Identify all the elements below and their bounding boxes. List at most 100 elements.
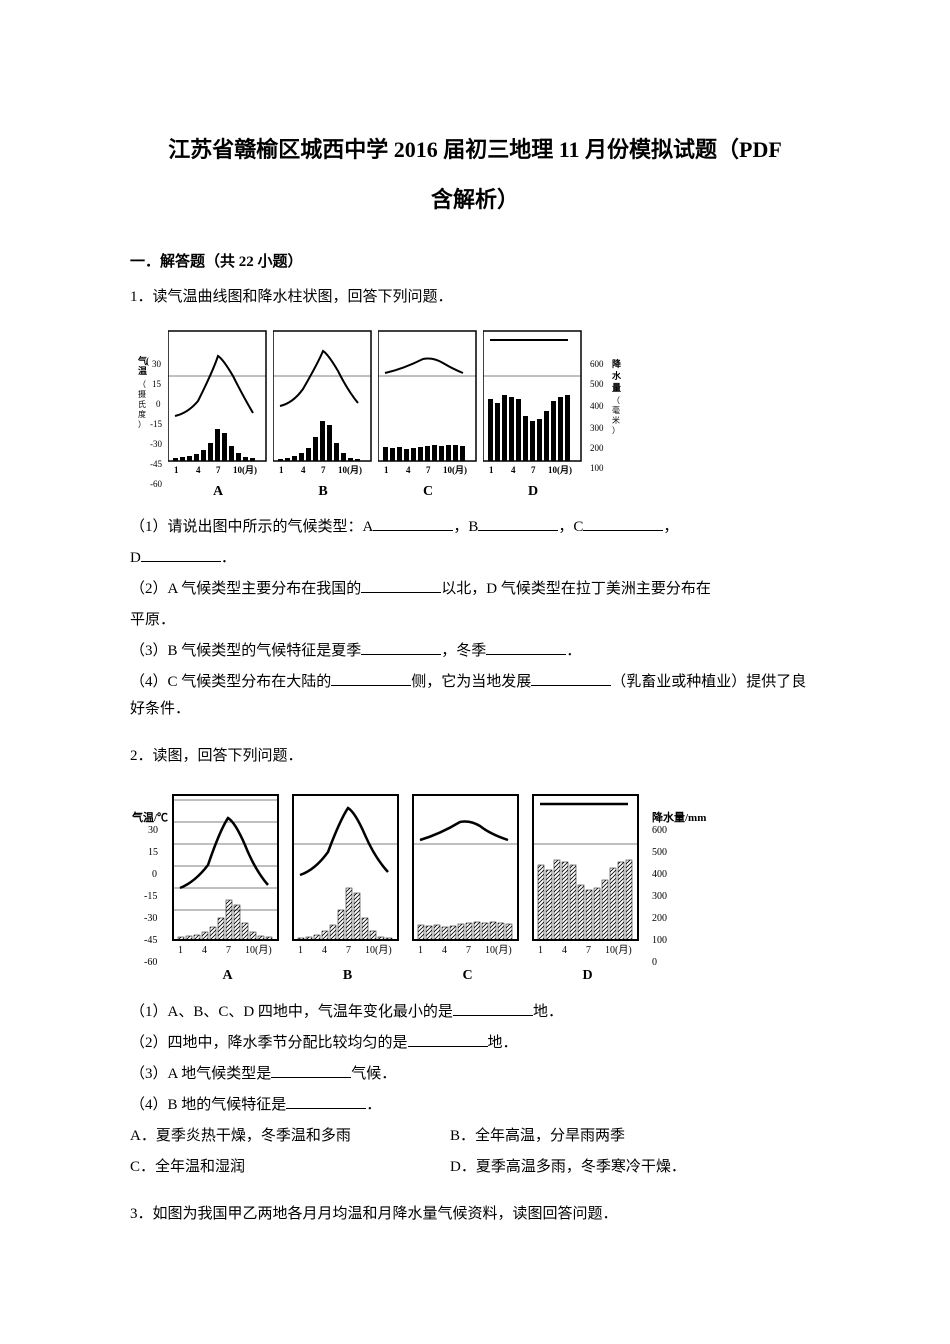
q2-sub4: （4）B 地的气候特征是． — [130, 1092, 820, 1119]
svg-text:400: 400 — [590, 401, 604, 411]
svg-text:10(月): 10(月) — [245, 944, 272, 956]
svg-text:7: 7 — [466, 945, 471, 956]
q2-sub2: （2）四地中，降水季节分配比较均匀的是地． — [130, 1030, 820, 1057]
svg-text:7: 7 — [216, 465, 221, 475]
svg-text:30: 30 — [148, 825, 158, 836]
q2-options-row1: A．夏季炎热干燥，冬季温和多雨 B．全年高温，分旱雨两季 — [130, 1123, 820, 1150]
svg-text:1: 1 — [384, 465, 389, 475]
svg-text:400: 400 — [652, 869, 667, 880]
q1-chart-group: 气 ( 温 （ 摄 氏 度 ） 30 15 0 -15 -30 -45 -60 — [130, 321, 820, 504]
svg-text:7: 7 — [426, 465, 431, 475]
q1-panel-A: 1 4 7 10(月) A — [168, 321, 268, 504]
q1-panel-D-label: D — [528, 479, 538, 504]
svg-text:0: 0 — [652, 957, 657, 968]
svg-text:水: 水 — [612, 370, 622, 381]
svg-text:-15: -15 — [144, 891, 157, 902]
q2-intro: 2．读图，回答下列问题． — [130, 743, 820, 770]
q1-sub3: （3）B 气候类型的气候特征是夏季，冬季． — [130, 638, 820, 665]
svg-text:1: 1 — [298, 945, 303, 956]
svg-text:降: 降 — [612, 358, 622, 369]
svg-text:度: 度 — [138, 409, 146, 419]
svg-text:4: 4 — [406, 465, 411, 475]
section-header: 一．解答题（共 22 小题） — [130, 249, 820, 276]
svg-text:10(月): 10(月) — [443, 465, 467, 475]
svg-text:1: 1 — [489, 465, 494, 475]
q2-panel-C-label: C — [462, 963, 472, 988]
svg-text:30: 30 — [152, 359, 162, 369]
q2-panel-B-label: B — [343, 963, 352, 988]
svg-text:1: 1 — [178, 945, 183, 956]
q1-panel-A-label: A — [213, 479, 223, 504]
q2-left-axis: 气温/℃ 30 15 0 -15 -30 -45 -60 — [130, 809, 170, 989]
svg-text:7: 7 — [586, 945, 591, 956]
svg-text:氏: 氏 — [138, 400, 146, 409]
svg-text:7: 7 — [226, 945, 231, 956]
q2-panel-C: 1 4 7 10(月) C — [410, 780, 525, 988]
q2-chart-group: 气温/℃ 30 15 0 -15 -30 -45 -60 — [130, 780, 820, 988]
q1-intro: 1．读气温曲线图和降水柱状图，回答下列问题． — [130, 284, 820, 311]
svg-text:300: 300 — [590, 423, 604, 433]
svg-text:-45: -45 — [144, 935, 157, 946]
svg-text:(: ( — [146, 356, 149, 366]
svg-text:1: 1 — [418, 945, 423, 956]
q2-sub1: （1）A、B、C、D 四地中，气温年变化最小的是地． — [130, 999, 820, 1026]
q2-option-B: B．全年高温，分旱雨两季 — [450, 1123, 625, 1150]
q2-panel-D: 1 4 7 10(月) D — [530, 780, 645, 988]
svg-text:0: 0 — [156, 399, 161, 409]
svg-text:量: 量 — [612, 382, 621, 393]
svg-text:500: 500 — [652, 847, 667, 858]
svg-text:气温/℃: 气温/℃ — [131, 810, 168, 824]
q2-panel-A: 1 4 7 10(月) A — [170, 780, 285, 988]
svg-text:毫: 毫 — [612, 405, 620, 415]
q1-right-axis: 600 500 400 300 200 100 降 水 量 （ 毫 米 ） — [588, 349, 638, 504]
q2-option-A: A．夏季炎热干燥，冬季温和多雨 — [130, 1123, 410, 1150]
q1-sub1: （1）请说出图中所示的气候类型：A，B，C， — [130, 514, 820, 541]
svg-text:100: 100 — [590, 463, 604, 473]
svg-text:-60: -60 — [150, 479, 162, 489]
svg-text:1: 1 — [279, 465, 284, 475]
svg-text:（: （ — [612, 396, 620, 405]
page-title-line1: 江苏省赣榆区城西中学 2016 届初三地理 11 月份模拟试题（PDF — [130, 130, 820, 170]
svg-text:600: 600 — [590, 359, 604, 369]
svg-text:降水量/mm: 降水量/mm — [652, 810, 706, 824]
q1-sub4: （4）C 气候类型分布在大陆的侧，它为当地发展（乳畜业或种植业）提供了良好条件． — [130, 669, 820, 723]
svg-text:4: 4 — [322, 945, 327, 956]
q2-options-row2: C．全年温和湿润 D．夏季高温多雨，冬季寒冷干燥． — [130, 1154, 820, 1181]
svg-text:-45: -45 — [150, 459, 162, 469]
q2-panel-B: 1 4 7 10(月) B — [290, 780, 405, 988]
q1-sub1-d: D． — [130, 545, 820, 572]
svg-text:10(月): 10(月) — [338, 465, 362, 475]
svg-text:米: 米 — [612, 415, 620, 425]
q1-panel-D: 1 4 7 10(月) D — [483, 321, 583, 504]
svg-text:10(月): 10(月) — [365, 944, 392, 956]
svg-text:4: 4 — [511, 465, 516, 475]
svg-text:10(月): 10(月) — [233, 465, 257, 475]
svg-text:10(月): 10(月) — [605, 944, 632, 956]
q1-panel-C: 1 4 7 10(月) C — [378, 321, 478, 504]
svg-text:-30: -30 — [150, 439, 162, 449]
svg-text:300: 300 — [652, 891, 667, 902]
svg-text:10(月): 10(月) — [485, 944, 512, 956]
svg-text:15: 15 — [152, 379, 162, 389]
svg-text:-15: -15 — [150, 419, 162, 429]
q1-panel-B: 1 4 7 10(月) B — [273, 321, 373, 504]
svg-text:4: 4 — [202, 945, 207, 956]
q2-panel-D-label: D — [582, 963, 592, 988]
svg-text:4: 4 — [562, 945, 567, 956]
svg-text:）: ） — [612, 426, 620, 435]
svg-text:4: 4 — [301, 465, 306, 475]
q1-left-axis: 气 ( 温 （ 摄 氏 度 ） 30 15 0 -15 -30 -45 -60 — [130, 349, 168, 504]
svg-text:600: 600 — [652, 825, 667, 836]
svg-text:200: 200 — [652, 913, 667, 924]
svg-text:0: 0 — [152, 869, 157, 880]
q1-panel-B-label: B — [318, 479, 327, 504]
q2-sub3: （3）A 地气候类型是气候． — [130, 1061, 820, 1088]
page-title-line2: 含解析） — [130, 180, 820, 220]
svg-text:-60: -60 — [144, 957, 157, 968]
q1-panel-C-label: C — [423, 479, 433, 504]
svg-text:（: （ — [138, 380, 146, 389]
svg-text:7: 7 — [531, 465, 536, 475]
svg-text:）: ） — [138, 420, 146, 429]
svg-text:500: 500 — [590, 379, 604, 389]
svg-text:15: 15 — [148, 847, 158, 858]
